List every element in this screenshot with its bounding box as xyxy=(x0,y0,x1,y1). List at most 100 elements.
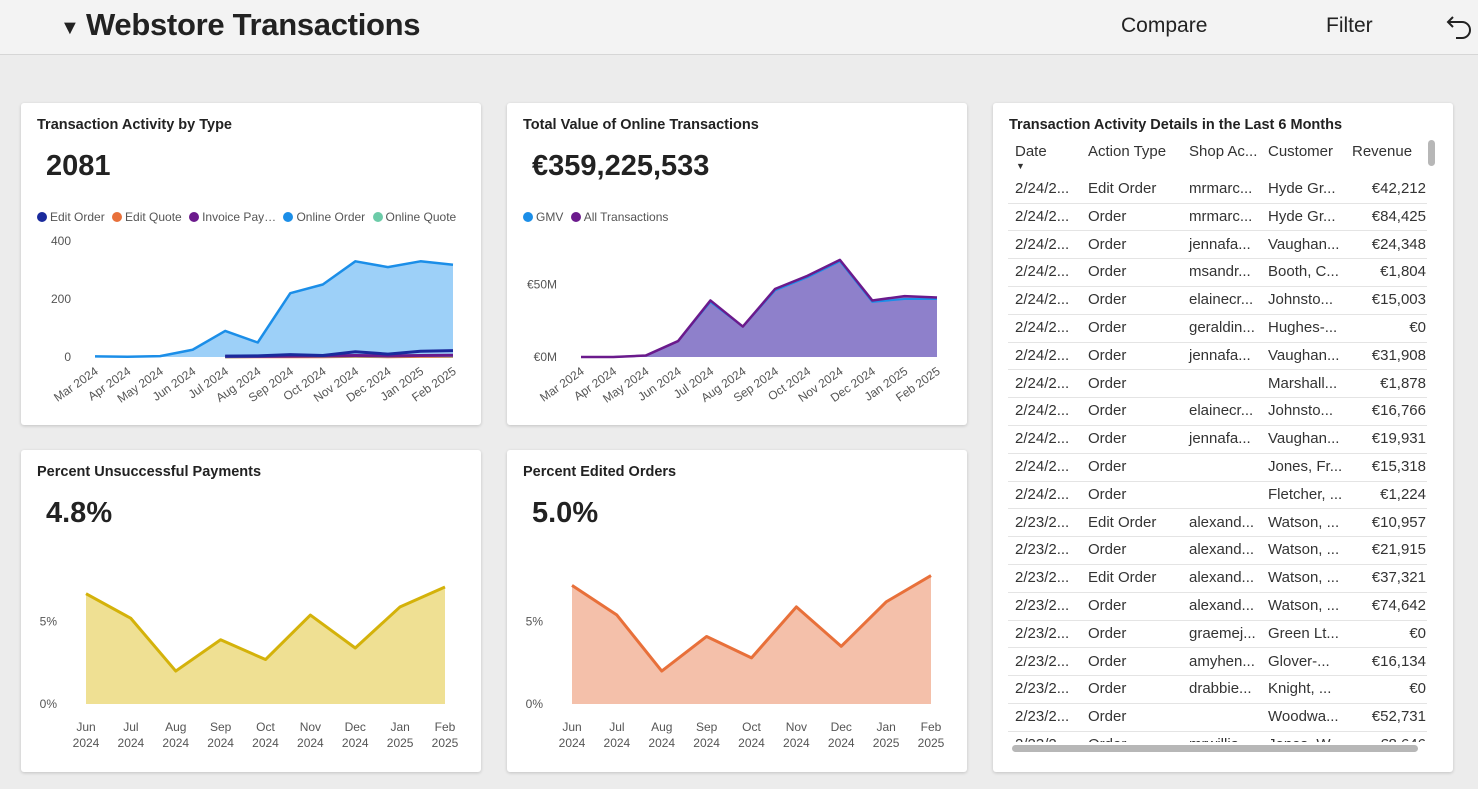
table-row[interactable]: 2/23/2... Order graemej... Green Lt... €0 xyxy=(1008,620,1427,649)
cell-action-type: Edit Order xyxy=(1088,569,1157,587)
column-header-date[interactable]: Date xyxy=(1015,143,1047,160)
table-row[interactable]: 2/24/2... Order Jones, Fr... €15,318 xyxy=(1008,453,1427,482)
table-row[interactable]: 2/23/2... Order amyhen... Glover-... €16,134 xyxy=(1008,648,1427,677)
legend-item-edit-order[interactable]: Edit Order xyxy=(37,210,105,224)
cell-revenue: €37,321 xyxy=(1371,569,1426,587)
legend-dot xyxy=(112,212,123,222)
value-card: Total Value of Online Transactions €359,… xyxy=(507,103,967,425)
table-row[interactable]: 2/23/2... Order alexand... Watson, ... €74,6… xyxy=(1008,592,1427,621)
kpi-value: €359,225,533 xyxy=(532,150,710,182)
collapse-caret-icon[interactable]: ▼ xyxy=(60,17,80,39)
table-row[interactable]: 2/24/2... Order jennafa... Vaughan... €24,34… xyxy=(1008,231,1427,260)
cell-action-type: Edit Order xyxy=(1088,513,1157,531)
top-bar: ▼ Webstore Transactions Compare Filter xyxy=(0,0,1478,55)
unsuccessful-payments-chart[interactable]: 0% 5% Jun 2024 Jul 2024 Aug 2024 Sep 2024 Oct 2024 N… xyxy=(21,450,481,772)
table-body: 2/24/2... Edit Order mrmarc... Hyde Gr... €4… xyxy=(1008,175,1427,742)
cell-date: 2/24/2... xyxy=(1015,235,1070,253)
y-tick-label: €0M xyxy=(534,350,557,364)
cell-revenue: €10,957 xyxy=(1371,513,1426,531)
column-header-label: Customer xyxy=(1268,143,1334,160)
cell-shop-account: jennafa... xyxy=(1189,430,1251,448)
compare-button[interactable]: Compare xyxy=(1121,14,1208,37)
y-tick-label: 400 xyxy=(51,234,71,248)
x-tick-label: Feb 2025 xyxy=(918,720,945,750)
cell-revenue: €16,134 xyxy=(1371,652,1426,670)
table-row[interactable]: 2/24/2... Order Marshall... €1,878 xyxy=(1008,370,1427,399)
online-order-area xyxy=(95,261,453,357)
table-row[interactable]: 2/23/2... Order drabbie... Knight, ... €0 xyxy=(1008,675,1427,705)
x-tick-label: Jun 2024 xyxy=(559,720,586,750)
cell-date: 2/24/2... xyxy=(1015,402,1070,420)
cell-customer: Jones, Fr... xyxy=(1268,458,1343,475)
legend-item-gmv[interactable]: GMV xyxy=(523,210,563,224)
table-row[interactable]: 2/23/2... Order alexand... Watson, ... €21,9… xyxy=(1008,536,1427,566)
table-row[interactable]: 2/23/2... Edit Order alexand... Watson, ...… xyxy=(1008,509,1427,538)
cell-shop-account: alexand... xyxy=(1189,569,1255,587)
table-row[interactable]: 2/23/2... Order mrwillia... Jones, W... €8,6… xyxy=(1008,731,1427,742)
column-header-action-type[interactable]: Action Type xyxy=(1088,143,1166,160)
cell-date: 2/23/2... xyxy=(1015,513,1070,531)
cell-action-type: Order xyxy=(1088,402,1127,420)
table-row[interactable]: 2/24/2... Order Fletcher, ... €1,224 xyxy=(1008,481,1427,510)
back-arrow-icon[interactable] xyxy=(1444,12,1474,42)
cell-shop-account: mrmarc... xyxy=(1189,207,1253,225)
column-header-shop-account[interactable]: Shop Ac... xyxy=(1189,143,1257,160)
edited-orders-chart[interactable]: 0% 5% Jun 2024 Jul 2024 Aug 2024 Sep 2024 Oct 2024 N… xyxy=(507,450,967,772)
legend-item-all-transactions[interactable]: All Transactions xyxy=(570,210,668,224)
table-row[interactable]: 2/24/2... Order elainecr... Johnsto... €16,7… xyxy=(1008,397,1427,427)
cell-action-type: Order xyxy=(1088,263,1127,281)
table-row[interactable]: 2/24/2... Edit Order mrmarc... Hyde Gr... €4… xyxy=(1008,175,1427,204)
legend-item-edit-quote[interactable]: Edit Quote xyxy=(112,210,182,224)
legend-item-online-quote[interactable]: Online Quote xyxy=(372,210,456,224)
legend-dot xyxy=(37,212,47,222)
cell-revenue: €16,766 xyxy=(1371,402,1426,420)
y-tick-label: 0% xyxy=(526,697,544,711)
cell-revenue: €0 xyxy=(1409,624,1426,642)
edited-orders-card: Percent Edited Orders 5.0% 0% 5% Jun 2024 Ju… xyxy=(507,450,967,772)
legend-item-invoice-payment[interactable]: Invoice Pay… xyxy=(189,210,276,224)
x-tick-label: Oct 2024 xyxy=(252,720,279,750)
table-row[interactable]: 2/24/2... Order geraldin... Hughes-... €0 xyxy=(1008,314,1427,343)
cell-revenue: €0 xyxy=(1409,319,1426,336)
unsuccessful-payments-line xyxy=(85,585,446,673)
table-row[interactable]: 2/24/2... Order msandr... Booth, C... €1,804 xyxy=(1008,258,1427,288)
cell-customer: Johnsto... xyxy=(1268,291,1334,309)
x-tick-label: Jan 2025 xyxy=(873,720,900,750)
legend-label: Online Order xyxy=(296,210,366,224)
legend-label: Edit Order xyxy=(50,210,105,224)
cell-shop-account: graemej... xyxy=(1189,624,1256,642)
table-row[interactable]: 2/23/2... Edit Order alexand... Watson, ...… xyxy=(1008,564,1427,593)
series-line-edit-order xyxy=(225,349,454,358)
table-row[interactable]: 2/24/2... Order elainecr... Johnsto... €15,0… xyxy=(1008,286,1427,315)
cell-customer: Green Lt... xyxy=(1268,624,1339,642)
legend-dot xyxy=(372,212,383,222)
cell-revenue: €52,731 xyxy=(1371,708,1426,726)
legend-item-online-order[interactable]: Online Order xyxy=(283,210,365,224)
cell-date: 2/23/2... xyxy=(1015,624,1070,642)
legend-dot xyxy=(570,212,581,222)
legend-dot xyxy=(283,212,294,222)
cell-date: 2/24/2... xyxy=(1015,180,1070,197)
vertical-scrollbar[interactable] xyxy=(1428,140,1435,166)
cell-action-type: Order xyxy=(1088,597,1127,614)
x-tick-label: Jul 2024 xyxy=(118,720,145,750)
sort-descending-icon[interactable]: ▼ xyxy=(1016,161,1025,171)
cell-date: 2/23/2... xyxy=(1015,541,1070,559)
cell-date: 2/24/2... xyxy=(1015,485,1070,503)
table-row[interactable]: 2/24/2... Order mrmarc... Hyde Gr... €84,425 xyxy=(1008,203,1427,232)
cell-revenue: €42,212 xyxy=(1371,180,1426,197)
column-header-customer[interactable]: Customer xyxy=(1268,143,1333,160)
column-header-revenue[interactable]: Revenue xyxy=(1352,143,1412,160)
cell-action-type: Order xyxy=(1088,235,1127,253)
cell-customer: Watson, ... xyxy=(1268,513,1340,531)
y-tick-label: €50M xyxy=(527,278,557,292)
table-row[interactable]: 2/24/2... Order jennafa... Vaughan... €19,93… xyxy=(1008,425,1427,454)
table-row[interactable]: 2/23/2... Order Woodwa... €52,731 xyxy=(1008,703,1427,732)
table-row[interactable]: 2/24/2... Order jennafa... Vaughan... €31,90… xyxy=(1008,342,1427,371)
column-header-label: Date xyxy=(1015,143,1047,160)
cell-revenue: €31,908 xyxy=(1371,346,1426,364)
filter-button[interactable]: Filter xyxy=(1326,14,1373,37)
horizontal-scrollbar[interactable] xyxy=(1012,745,1418,752)
